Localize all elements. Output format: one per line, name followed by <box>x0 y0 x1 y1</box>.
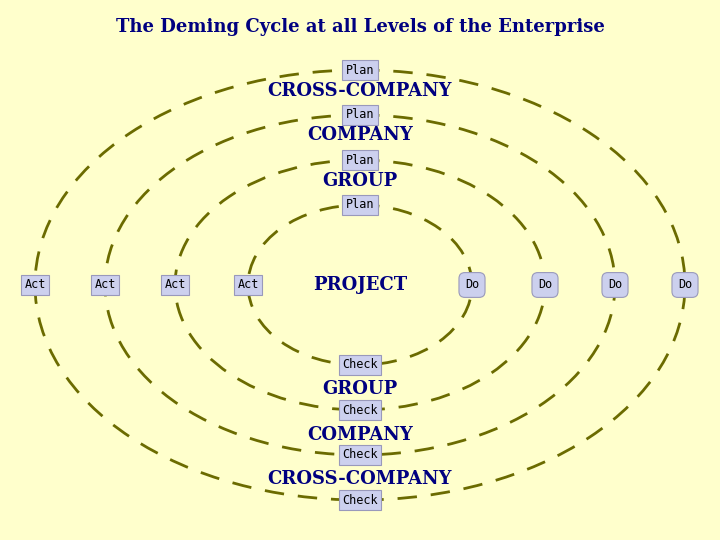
Text: Do: Do <box>465 279 479 292</box>
Text: Plan: Plan <box>346 153 374 166</box>
Text: Act: Act <box>24 279 45 292</box>
Text: Plan: Plan <box>346 109 374 122</box>
Text: COMPANY: COMPANY <box>307 126 413 145</box>
Text: Check: Check <box>342 494 378 507</box>
Text: Do: Do <box>538 279 552 292</box>
Text: The Deming Cycle at all Levels of the Enterprise: The Deming Cycle at all Levels of the En… <box>116 18 604 36</box>
Text: COMPANY: COMPANY <box>307 426 413 443</box>
Text: Plan: Plan <box>346 64 374 77</box>
Text: GROUP: GROUP <box>323 172 397 190</box>
Text: Act: Act <box>238 279 258 292</box>
Text: CROSS-COMPANY: CROSS-COMPANY <box>268 470 452 489</box>
Text: GROUP: GROUP <box>323 381 397 399</box>
Text: Do: Do <box>608 279 622 292</box>
Text: Check: Check <box>342 359 378 372</box>
Text: Check: Check <box>342 449 378 462</box>
Text: Plan: Plan <box>346 199 374 212</box>
Text: PROJECT: PROJECT <box>313 276 407 294</box>
Text: Act: Act <box>164 279 186 292</box>
Text: Act: Act <box>94 279 116 292</box>
Text: Do: Do <box>678 279 692 292</box>
Text: CROSS-COMPANY: CROSS-COMPANY <box>268 82 452 99</box>
Text: Check: Check <box>342 403 378 416</box>
